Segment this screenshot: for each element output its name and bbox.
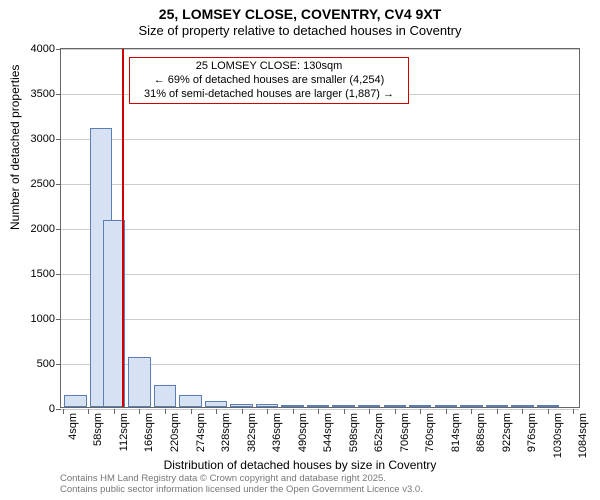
ytick-label: 3000 [19,133,55,145]
xtick-mark [114,409,115,414]
xtick-mark [242,409,243,414]
ytick-mark [56,364,61,365]
xtick-mark [267,409,268,414]
xtick-mark [471,409,472,414]
footer-line2: Contains public sector information licen… [60,485,423,496]
ytick-label: 4000 [19,43,55,55]
ytick-label: 2000 [19,223,55,235]
xtick-mark [420,409,421,414]
histogram-bar [64,395,86,407]
xtick-mark [191,409,192,414]
histogram-bar [435,405,457,407]
ytick-mark [56,319,61,320]
histogram-bar [179,395,201,407]
ytick-label: 2500 [19,178,55,190]
gridline-h [61,49,579,50]
title-line2: Size of property relative to detached ho… [0,23,600,38]
ytick-mark [56,139,61,140]
annotation-box: 25 LOMSEY CLOSE: 130sqm← 69% of detached… [129,57,409,104]
xtick-mark [446,409,447,414]
xtick-mark [318,409,319,414]
histogram-bar [230,404,252,407]
footer-attribution: Contains HM Land Registry data © Crown c… [60,474,423,496]
ytick-label: 0 [19,403,55,415]
xtick-mark [522,409,523,414]
gridline-h [61,139,579,140]
ytick-label: 500 [19,358,55,370]
gridline-h [61,229,579,230]
xtick-mark [344,409,345,414]
histogram-bar [409,405,431,407]
xtick-mark [88,409,89,414]
ytick-label: 3500 [19,88,55,100]
histogram-bar [460,405,482,407]
xtick-mark [548,409,549,414]
x-axis-label: Distribution of detached houses by size … [0,458,600,472]
histogram-bar [384,405,406,407]
xtick-mark [395,409,396,414]
gridline-h [61,274,579,275]
plot-area: 050010001500200025003000350040004sqm58sq… [60,48,580,408]
gridline-h [61,319,579,320]
ytick-mark [56,184,61,185]
histogram-bar [256,404,278,407]
annot-line1: 25 LOMSEY CLOSE: 130sqm [136,60,402,74]
ytick-mark [56,274,61,275]
histogram-bar [128,357,150,407]
histogram-bar [154,385,176,407]
ytick-mark [56,229,61,230]
ytick-label: 1000 [19,313,55,325]
xtick-mark [293,409,294,414]
histogram-bar [486,405,508,407]
xtick-mark [573,409,574,414]
chart-area: 050010001500200025003000350040004sqm58sq… [60,48,580,408]
xtick-mark [165,409,166,414]
ytick-mark [56,49,61,50]
xtick-mark [63,409,64,414]
histogram-bar [307,405,329,407]
histogram-bar [332,405,354,407]
annot-line2: ← 69% of detached houses are smaller (4,… [136,74,402,88]
xtick-mark [369,409,370,414]
title-line1: 25, LOMSEY CLOSE, COVENTRY, CV4 9XT [0,6,600,22]
xtick-mark [216,409,217,414]
histogram-bar [511,405,533,407]
xtick-mark [139,409,140,414]
ytick-label: 1500 [19,268,55,280]
ytick-mark [56,94,61,95]
histogram-bar [358,405,380,407]
histogram-bar [205,401,227,407]
ytick-mark [56,409,61,410]
histogram-bar [537,405,559,407]
gridline-h [61,184,579,185]
xtick-mark [497,409,498,414]
chart-title: 25, LOMSEY CLOSE, COVENTRY, CV4 9XT Size… [0,0,600,38]
reference-line [122,49,124,407]
histogram-bar [281,405,303,407]
annot-line3: 31% of semi-detached houses are larger (… [136,88,402,102]
